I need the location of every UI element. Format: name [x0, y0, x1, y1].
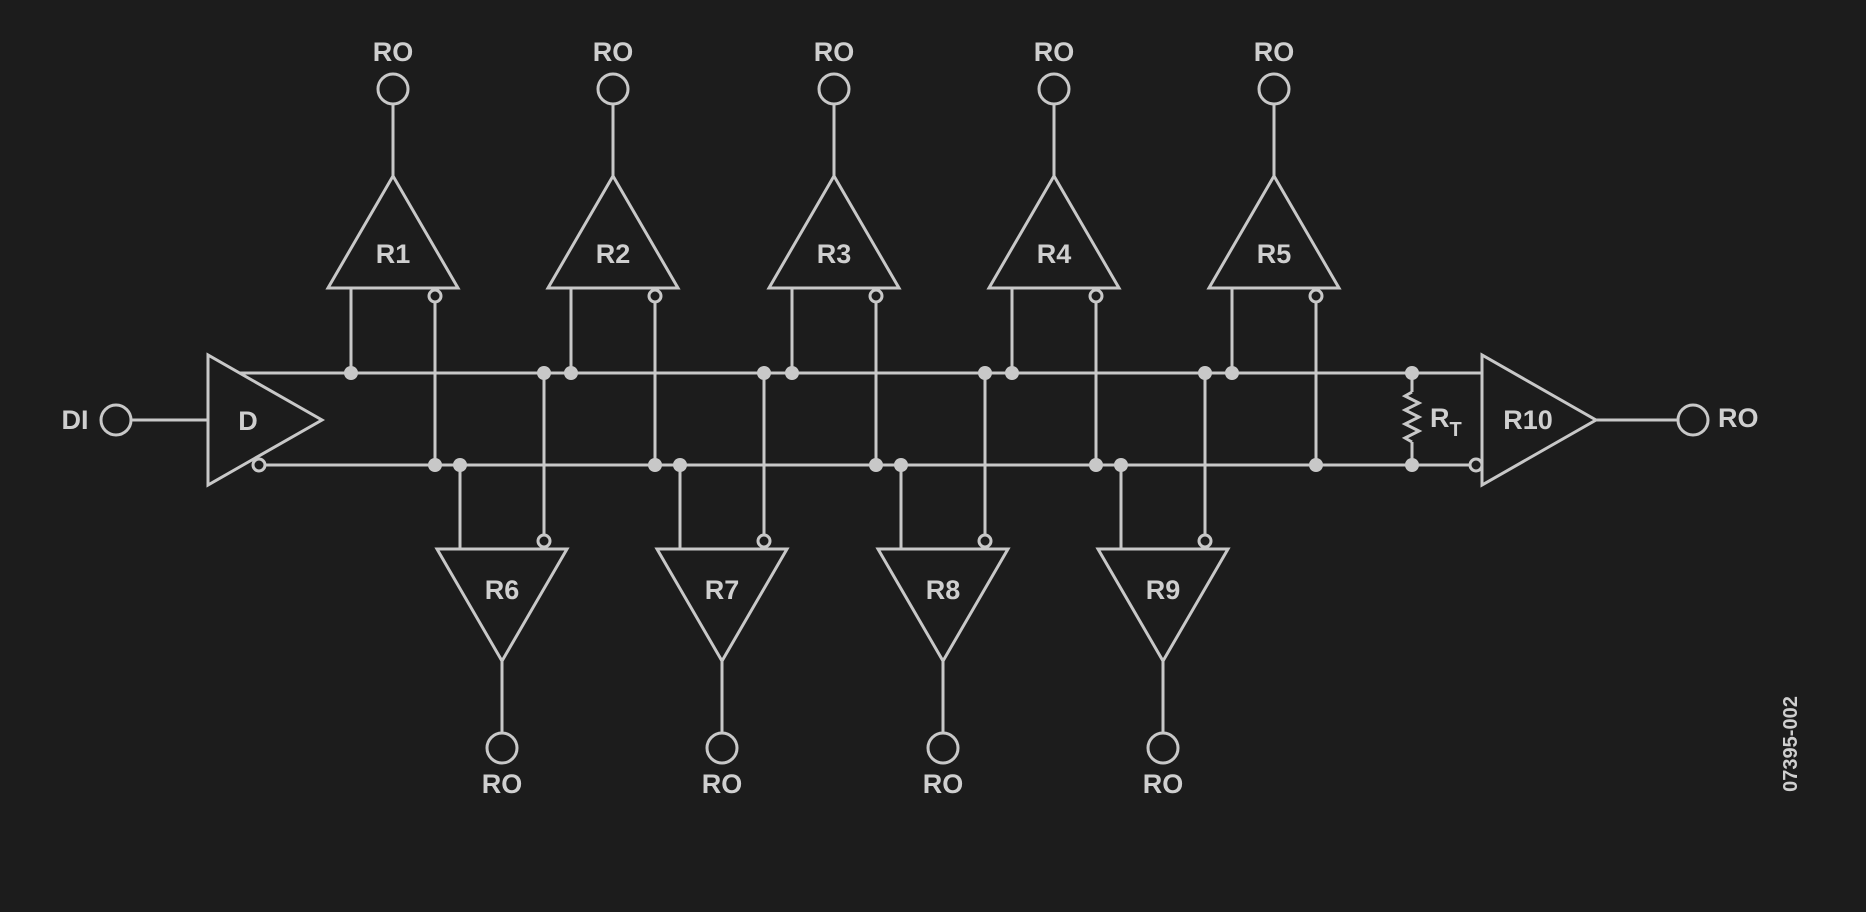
junction-dot: [1114, 458, 1128, 472]
junction-dot: [453, 458, 467, 472]
end-receiver-inverting-bubble: [1468, 457, 1484, 473]
inversion-bubble: [647, 288, 663, 304]
junction-dot: [1309, 458, 1323, 472]
receiver-triangle: [545, 173, 681, 290]
junction-dot: [1405, 458, 1419, 472]
ro-label: RO: [1143, 769, 1184, 799]
receiver-label: R9: [1146, 575, 1181, 605]
ro-label: RO: [923, 769, 964, 799]
ro-label: RO: [1254, 37, 1295, 67]
receiver-label: R2: [596, 239, 631, 269]
receiver-label: R6: [485, 575, 520, 605]
ro-label: RO: [373, 37, 414, 67]
junction-dot: [978, 366, 992, 380]
ro-label: RO: [1034, 37, 1075, 67]
junction-dot: [344, 366, 358, 380]
receiver-label: R7: [705, 575, 740, 605]
receiver-triangle: [1206, 173, 1342, 290]
symbols: [99, 72, 1710, 765]
junction-dot: [648, 458, 662, 472]
receiver-label: R3: [817, 239, 852, 269]
receiver-triangle: [654, 547, 790, 664]
junction-dot: [894, 458, 908, 472]
receiver-triangle: [875, 547, 1011, 664]
junction-dot: [869, 458, 883, 472]
labels: DI D R1 RO R2 RO R3 RO R4 RO R5 RO R6 RO R7 RO R8 RO R9 RO R…: [62, 37, 1803, 799]
junction-dot: [785, 366, 799, 380]
receiver-label: R1: [376, 239, 411, 269]
junction-dot: [428, 458, 442, 472]
inversion-bubble: [1197, 533, 1213, 549]
ro-label: RO: [702, 769, 743, 799]
ro-terminal: [1146, 731, 1180, 765]
driver-inverting-bubble: [251, 457, 267, 473]
ro-terminal: [705, 731, 739, 765]
inversion-bubble: [756, 533, 772, 549]
driver-label: D: [238, 406, 258, 436]
junction-dot: [1225, 366, 1239, 380]
terminator-subscript: T: [1450, 419, 1462, 441]
ro-terminal: [596, 72, 630, 106]
driver-triangle: [206, 352, 326, 488]
receiver-triangle: [325, 173, 461, 290]
ro-terminal: [485, 731, 519, 765]
receiver-triangle: [434, 547, 570, 664]
ro-label: RO: [593, 37, 634, 67]
di-label: DI: [62, 405, 89, 435]
end-receiver-triangle: [1480, 352, 1600, 488]
ro-label: RO: [482, 769, 523, 799]
junction-dot: [1405, 366, 1419, 380]
junction-dot: [564, 366, 578, 380]
junction-dot: [673, 458, 687, 472]
junction-dot: [1089, 458, 1103, 472]
junction-dot: [537, 366, 551, 380]
receiver-label: R4: [1037, 239, 1072, 269]
end-ro-terminal: [1676, 403, 1710, 437]
ro-label: RO: [814, 37, 855, 67]
ro-terminal: [376, 72, 410, 106]
receiver-label: R5: [1257, 239, 1292, 269]
junction-dot: [1198, 366, 1212, 380]
end-ro-label: RO: [1718, 403, 1759, 433]
inversion-bubble: [868, 288, 884, 304]
receiver-label: R8: [926, 575, 961, 605]
end-receiver-label: R10: [1503, 405, 1553, 435]
inversion-bubble: [1088, 288, 1104, 304]
inversion-bubble: [427, 288, 443, 304]
ro-terminal: [1257, 72, 1291, 106]
junction-dot: [757, 366, 771, 380]
inversion-bubble: [977, 533, 993, 549]
ro-terminal: [817, 72, 851, 106]
receiver-triangle: [1095, 547, 1231, 664]
ro-terminal: [926, 731, 960, 765]
terminator-label: RT: [1430, 403, 1462, 441]
receiver-triangle: [986, 173, 1122, 290]
figure-id: 07395-002: [1780, 696, 1802, 792]
terminating-resistor: [1401, 390, 1423, 444]
inversion-bubble: [1308, 288, 1324, 304]
junction-dots: [344, 366, 1419, 472]
inversion-bubble: [536, 533, 552, 549]
junction-dot: [1005, 366, 1019, 380]
receiver-triangle: [766, 173, 902, 290]
di-terminal: [99, 403, 133, 437]
ro-terminal: [1037, 72, 1071, 106]
